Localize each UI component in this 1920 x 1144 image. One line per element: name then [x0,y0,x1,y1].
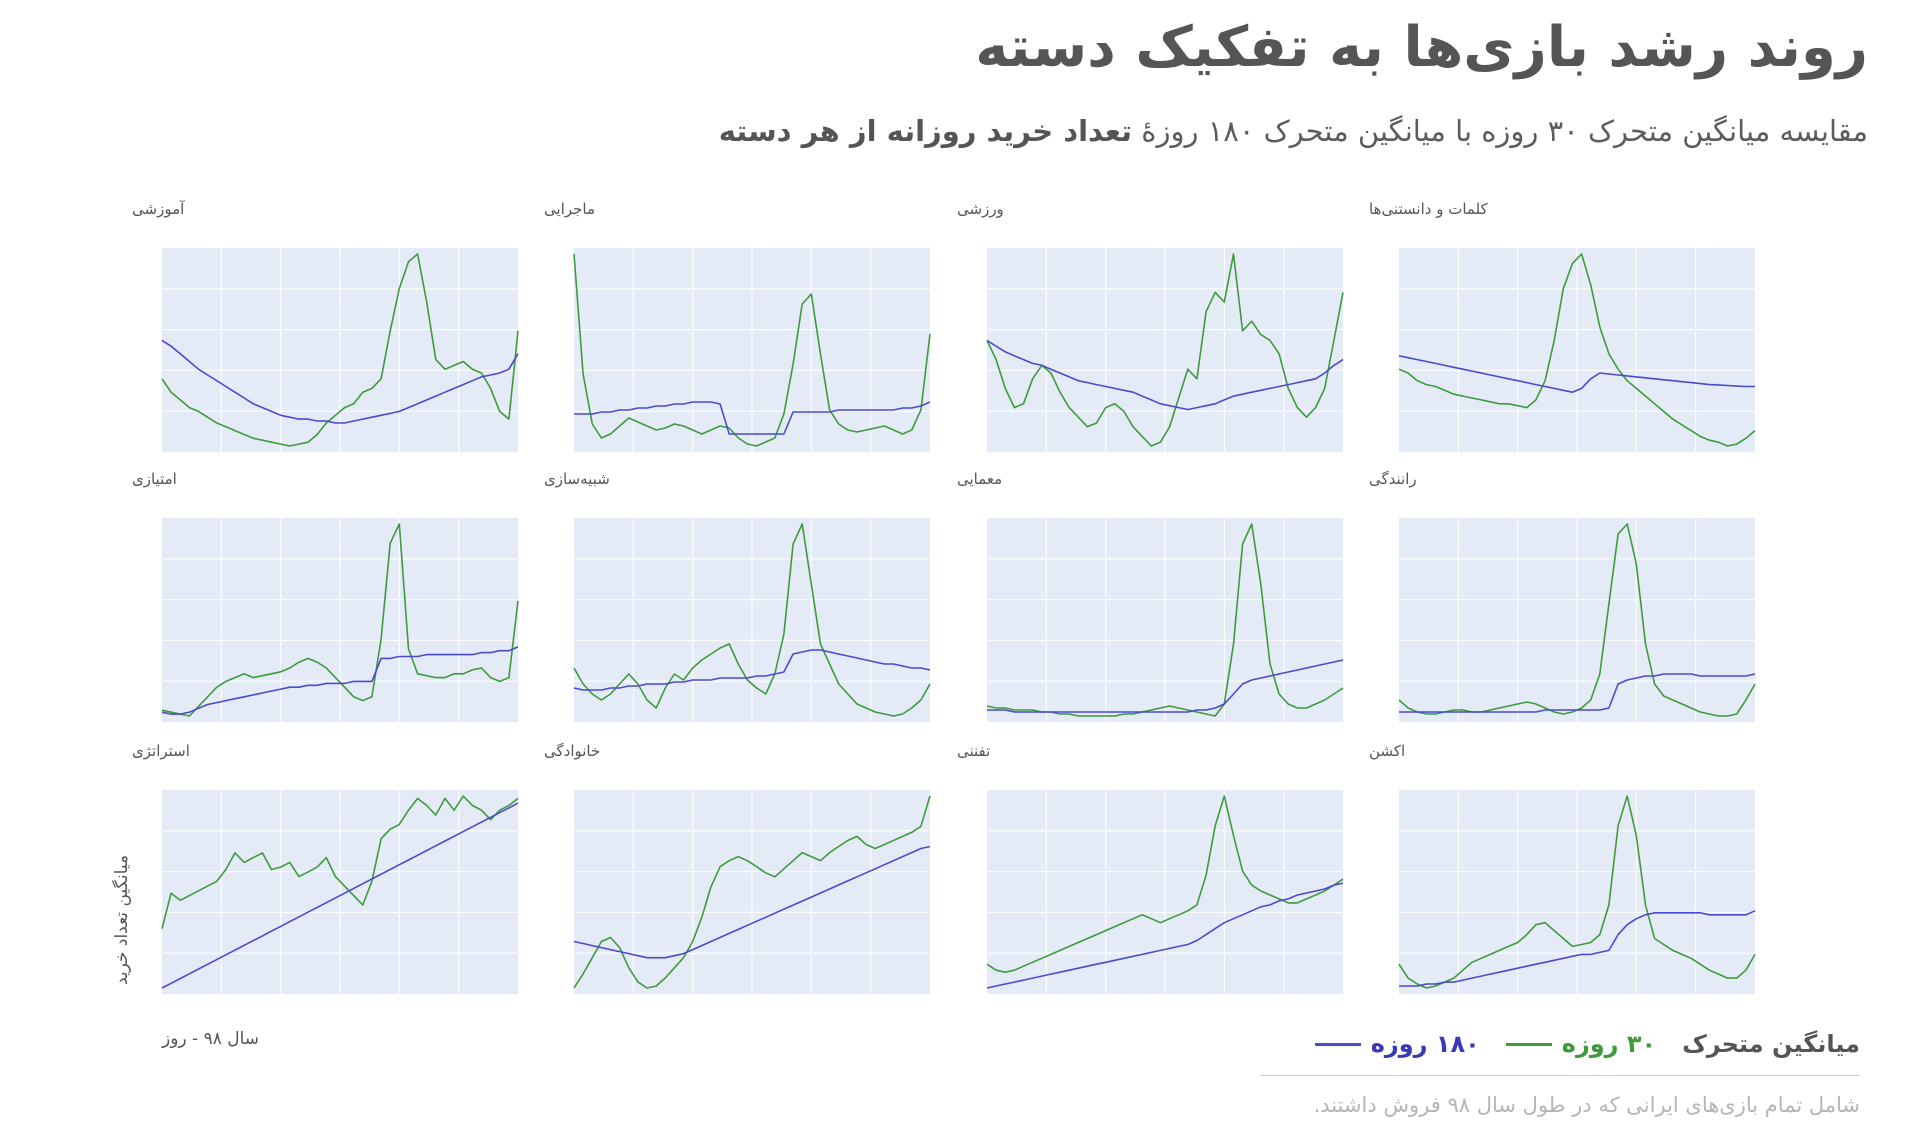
panel-title: خانوادگی [544,742,601,760]
series-ma180-line [1399,910,1756,987]
divider [1260,1075,1860,1076]
panel-0 [1398,248,1756,452]
series-ma180-line [986,339,1344,411]
panel-7 [161,518,519,722]
series-ma30-line [1398,253,1756,447]
series-ma180-line [1399,673,1756,713]
footnote: شامل تمام بازی‌های ایرانی که در طول سال … [1313,1093,1860,1117]
chart-subtitle: مقایسه میانگین متحرک ۳۰ روزه با میانگین … [719,114,1868,148]
y-axis-label: میانگین تعداد خرید [112,854,132,986]
panel-8 [1398,790,1756,994]
panel-1 [986,248,1344,452]
panel-11 [161,790,519,994]
panel-title: کلمات و دانستنی‌ها [1369,200,1488,218]
series-ma30-line [986,795,1344,974]
series-ma180-line [574,401,931,435]
series-ma180-line [573,649,931,691]
panel-title: آموزشی [132,200,185,218]
panel-title: اکشن [1369,742,1406,760]
series-ma30-line [986,253,1344,447]
legend-item-180: ۱۸۰ روزه [1314,1030,1480,1058]
series-ma30-line [573,795,931,989]
series-ma180-line [161,802,519,989]
panel-2 [573,248,931,452]
panel-title: ورزشی [957,200,1004,218]
series-ma180-line [573,845,931,959]
legend-swatch-180 [1314,1042,1361,1046]
panel-6 [573,518,931,722]
panel-9 [986,790,1344,994]
panel-title: رانندگی [1369,470,1417,488]
series-ma180-line [161,339,519,424]
panel-title: شبیه‌سازی [544,470,610,488]
legend: میانگین متحرک ۳۰ روزه ۱۸۰ روزه [1314,1030,1860,1058]
series-ma180-line [1398,355,1755,394]
subtitle-bold: تعداد خرید روزانه از هر دسته [718,114,1133,148]
chart-title: روند رشد بازی‌ها به تفکیک دسته [975,15,1868,80]
legend-label-30: ۳۰ روزه [1561,1030,1657,1058]
panel-3 [161,248,519,452]
legend-title: میانگین متحرک [1682,1030,1860,1058]
series-ma30-line [573,523,931,717]
series-ma180-line [987,659,1344,713]
series-ma30-line [161,795,519,929]
panel-4 [1398,518,1756,722]
panel-title: ماجرایی [544,200,595,218]
series-ma30-line [1398,795,1756,989]
panel-title: تفننی [957,742,991,760]
subtitle-normal: مقایسه میانگین متحرک ۳۰ روزه با میانگین … [1141,114,1868,148]
legend-label-180: ۱۸۰ روزه [1370,1030,1480,1058]
series-ma180-line [161,646,519,715]
panel-5 [986,518,1344,722]
series-ma30-line [161,253,519,447]
panel-title: معمایی [957,470,1003,488]
legend-item-30: ۳۰ روزه [1505,1030,1657,1058]
x-axis-label: سال ۹۸ - روز [162,1029,260,1049]
legend-swatch-30 [1505,1042,1552,1046]
panel-title: امتیازی [132,470,177,488]
series-ma180-line [986,882,1344,989]
series-ma30-line [573,253,931,447]
panel-title: استراتژی [132,742,190,760]
series-ma30-line [161,523,519,717]
panel-10 [573,790,931,994]
